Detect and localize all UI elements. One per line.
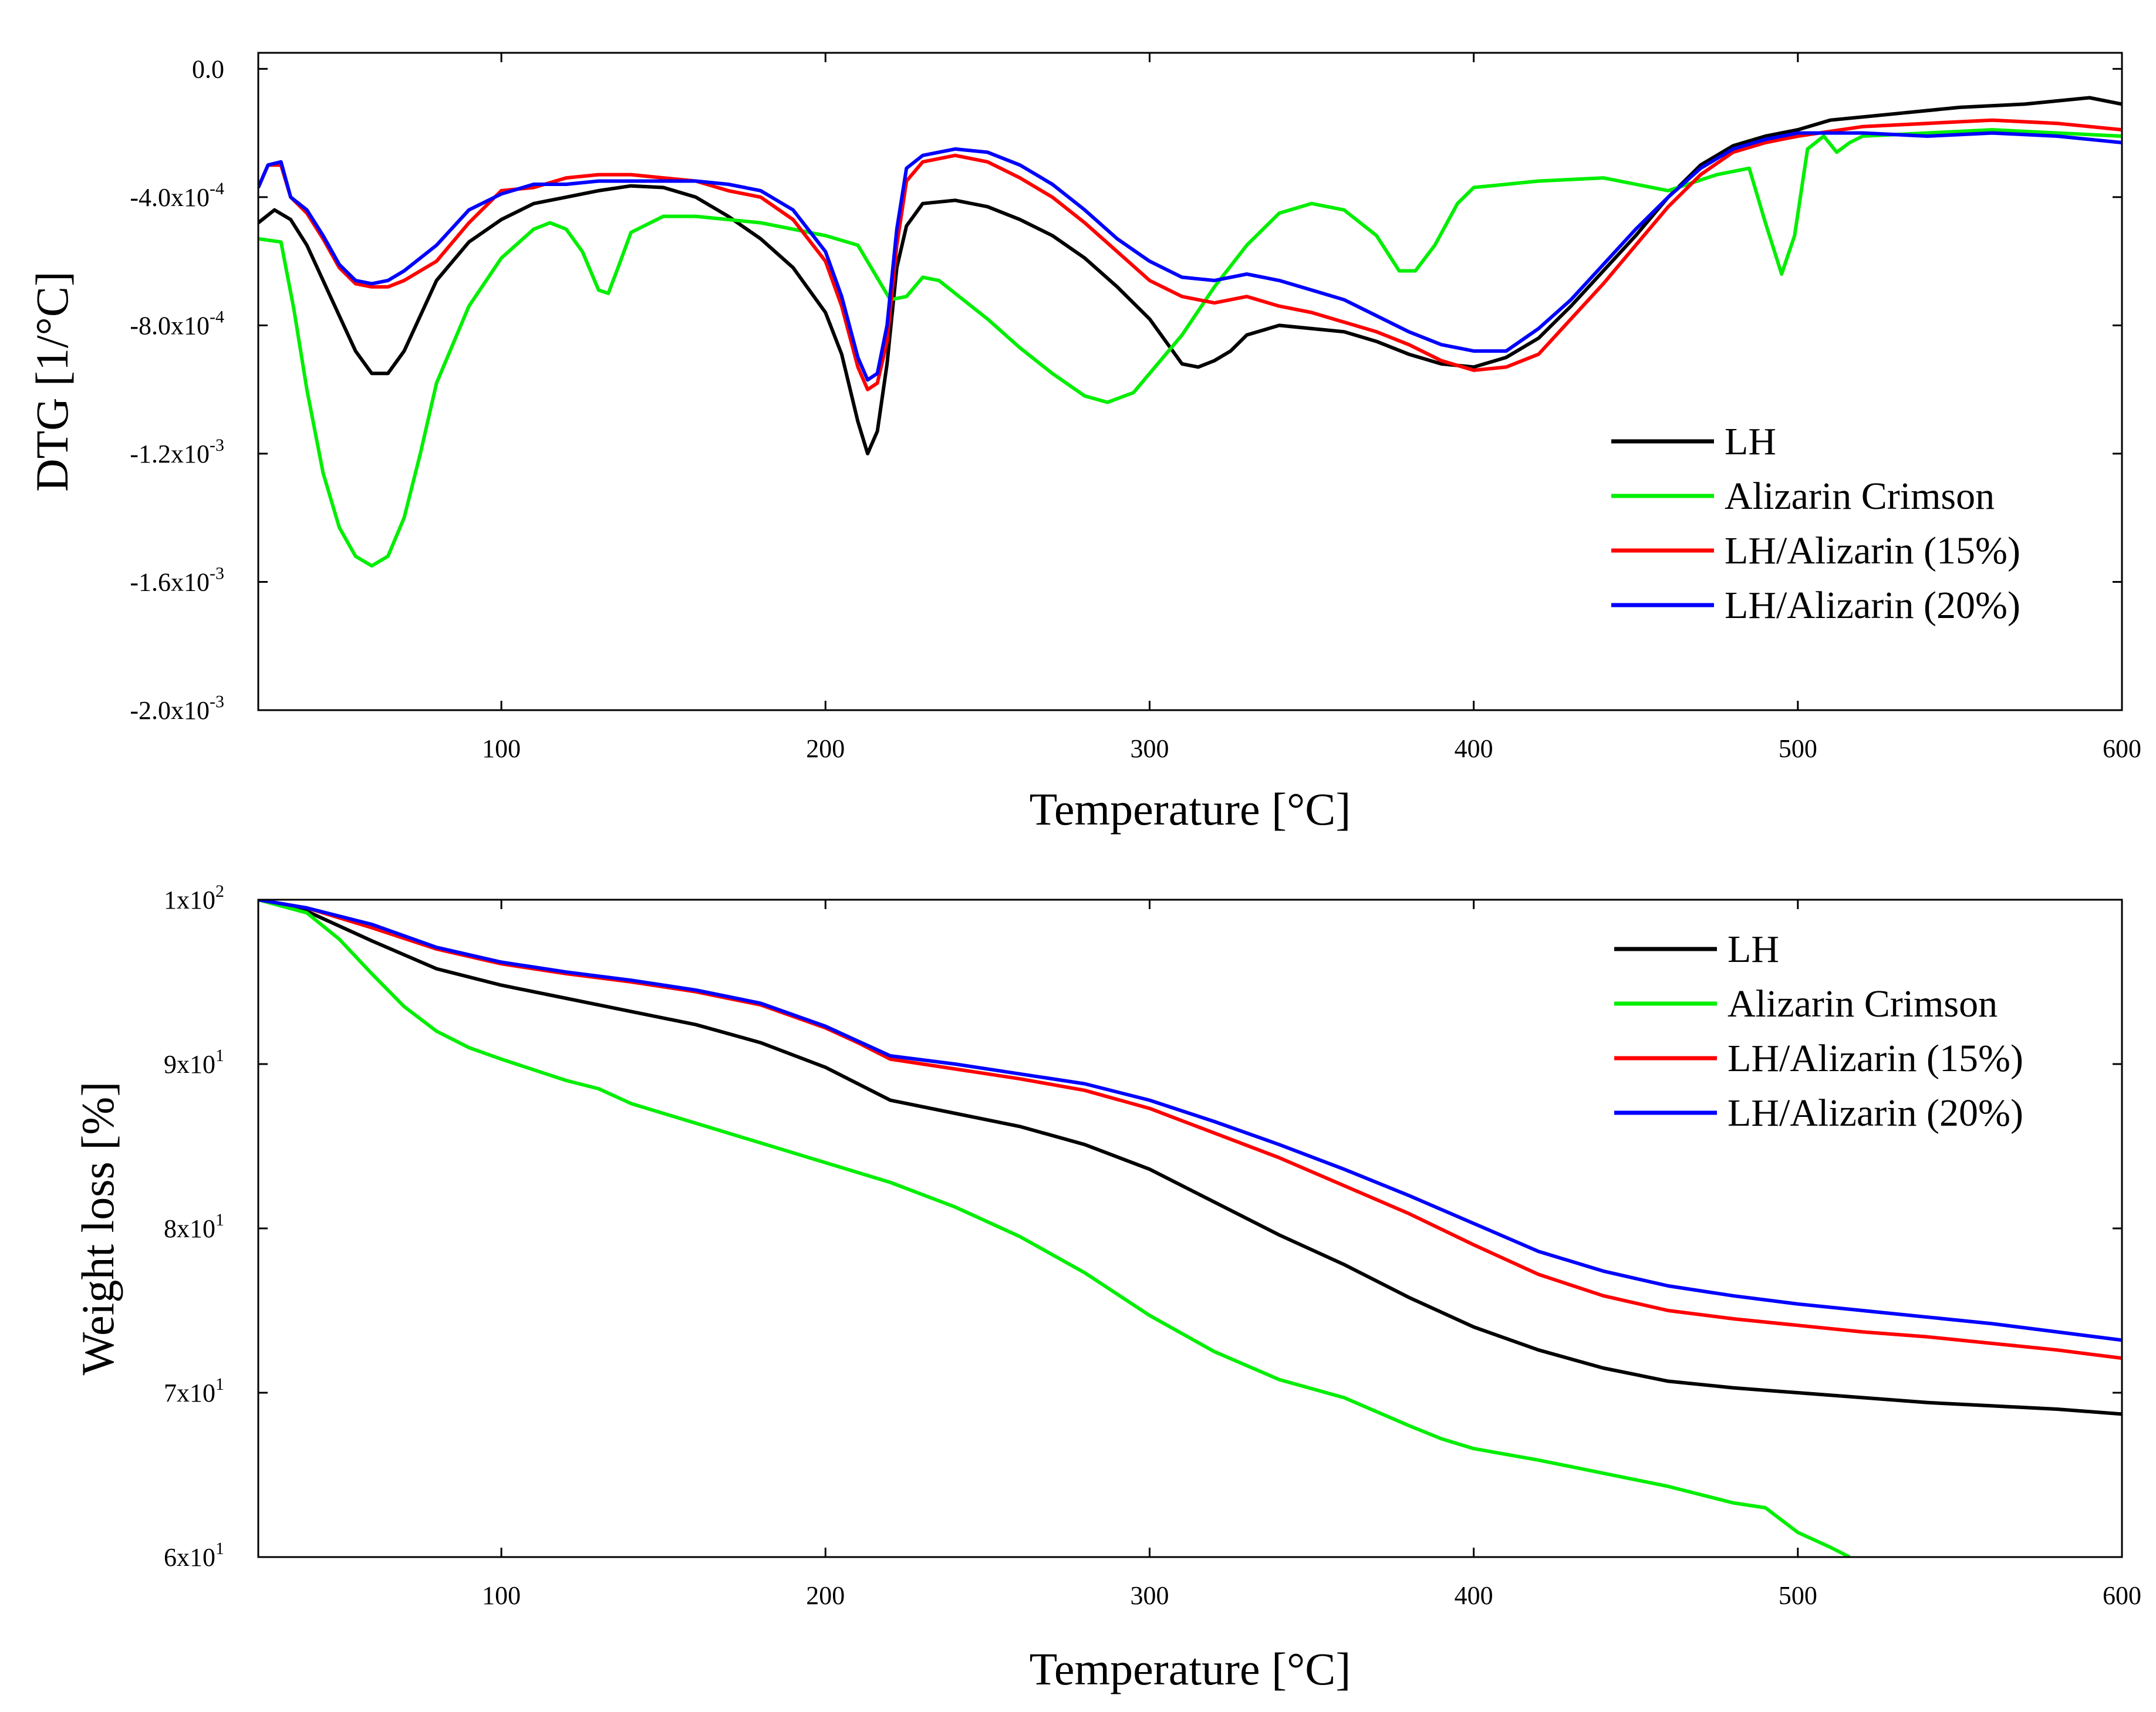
- y-tick-base: 9x10: [164, 1050, 215, 1079]
- legend-label: LH: [1728, 928, 1779, 971]
- x-tick-label: 400: [1455, 1581, 1493, 1610]
- y-tick-base: -1.6x10: [130, 568, 210, 596]
- x-tick-label: 300: [1130, 1581, 1169, 1610]
- y-tick-exponent: -3: [210, 692, 224, 711]
- y-tick-exponent: 1: [215, 1210, 224, 1230]
- x-tick-label: 500: [1779, 1581, 1817, 1610]
- legend-label: LH/Alizarin (15%): [1725, 529, 2020, 572]
- legend-label: Alizarin Crimson: [1725, 475, 1995, 518]
- y-tick-exponent: 1: [215, 1539, 224, 1558]
- y-tick-exponent: -4: [210, 307, 224, 326]
- y-tick-label: 9x101: [164, 1046, 224, 1079]
- x-tick-label: 100: [482, 734, 521, 763]
- legend-label: LH: [1725, 420, 1776, 463]
- series-line-lh: [258, 96, 2122, 455]
- legend-label: LH/Alizarin (20%): [1725, 584, 2020, 627]
- legend-label: LH/Alizarin (20%): [1728, 1092, 2023, 1134]
- x-tick-label: 600: [2103, 734, 2141, 763]
- series-line-lh-alizarin-20: [258, 900, 2122, 1342]
- y-tick-label: -1.6x10-3: [130, 563, 224, 596]
- dtg-chart: 100 200 300 400 500 6000.0-4.0x10-4-8.0x10-4-…: [26, 52, 2141, 835]
- series-group: [258, 900, 2122, 1557]
- y-tick-label: 6x101: [164, 1539, 224, 1572]
- x-tick-label: 600: [2103, 1581, 2141, 1610]
- y-tick-base: -8.0x10: [130, 311, 210, 340]
- y-tick-label: 8x101: [164, 1210, 224, 1243]
- y-tick-base: 1x10: [164, 886, 215, 914]
- y-tick-label: -8.0x10-4: [130, 307, 224, 340]
- y-tick-base: -1.2x10: [130, 440, 210, 468]
- y-tick-label: -1.2x10-3: [130, 435, 224, 468]
- x-tick-label: 300: [1130, 734, 1169, 763]
- y-tick-exponent: 1: [215, 1046, 224, 1065]
- y-tick-label: 7x101: [164, 1375, 224, 1407]
- y-tick-exponent: 2: [215, 882, 224, 901]
- y-tick-exponent: -4: [210, 179, 224, 198]
- y-tick-base: 6x10: [164, 1543, 215, 1572]
- x-tick-label: 500: [1779, 734, 1817, 763]
- y-tick-label: 0.0: [192, 55, 224, 83]
- legend-label: LH/Alizarin (15%): [1728, 1037, 2023, 1080]
- x-axis-title: Temperature [°C]: [1030, 784, 1351, 835]
- series-line-lh-alizarin-20: [258, 131, 2122, 382]
- weight-loss-chart: 100 200 300 400 500 6001x1029x1018x1017x1016x…: [72, 882, 2141, 1694]
- y-tick-base: 8x10: [164, 1214, 215, 1243]
- series-line-lh: [258, 900, 2122, 1416]
- y-tick-base: 0.0: [192, 55, 224, 83]
- y-tick-base: -4.0x10: [130, 183, 210, 212]
- y-tick-exponent: 1: [215, 1375, 224, 1394]
- x-tick-label: 400: [1455, 734, 1493, 763]
- y-tick-exponent: -3: [210, 435, 224, 455]
- y-tick-base: 7x10: [164, 1379, 215, 1407]
- series-line-alizarin-crimson: [258, 128, 2122, 568]
- y-tick-base: -2.0x10: [130, 696, 210, 725]
- y-axis-title: DTG [1/°C]: [26, 271, 77, 492]
- x-tick-label: 200: [806, 734, 845, 763]
- plot-frame: [257, 52, 2123, 711]
- legend: LH Alizarin Crimson LH/Alizarin (15%) LH/Al…: [1614, 928, 2023, 1134]
- y-tick-exponent: -3: [210, 563, 224, 583]
- legend-label: Alizarin Crimson: [1728, 982, 1998, 1025]
- legend: LH Alizarin Crimson LH/Alizarin (15%) LH/Al…: [1611, 420, 2020, 627]
- y-tick-label: -2.0x10-3: [130, 692, 224, 725]
- y-axis-title: Weight loss [%]: [72, 1082, 123, 1376]
- series-line-lh-alizarin-15: [258, 118, 2122, 391]
- x-axis-title: Temperature [°C]: [1030, 1643, 1351, 1694]
- x-tick-label: 200: [806, 1581, 845, 1610]
- y-tick-label: 1x102: [164, 882, 224, 914]
- y-tick-label: -4.0x10-4: [130, 179, 224, 212]
- x-tick-label: 100: [482, 1581, 521, 1610]
- series-line-alizarin-crimson: [258, 900, 1851, 1557]
- series-group: [258, 96, 2122, 568]
